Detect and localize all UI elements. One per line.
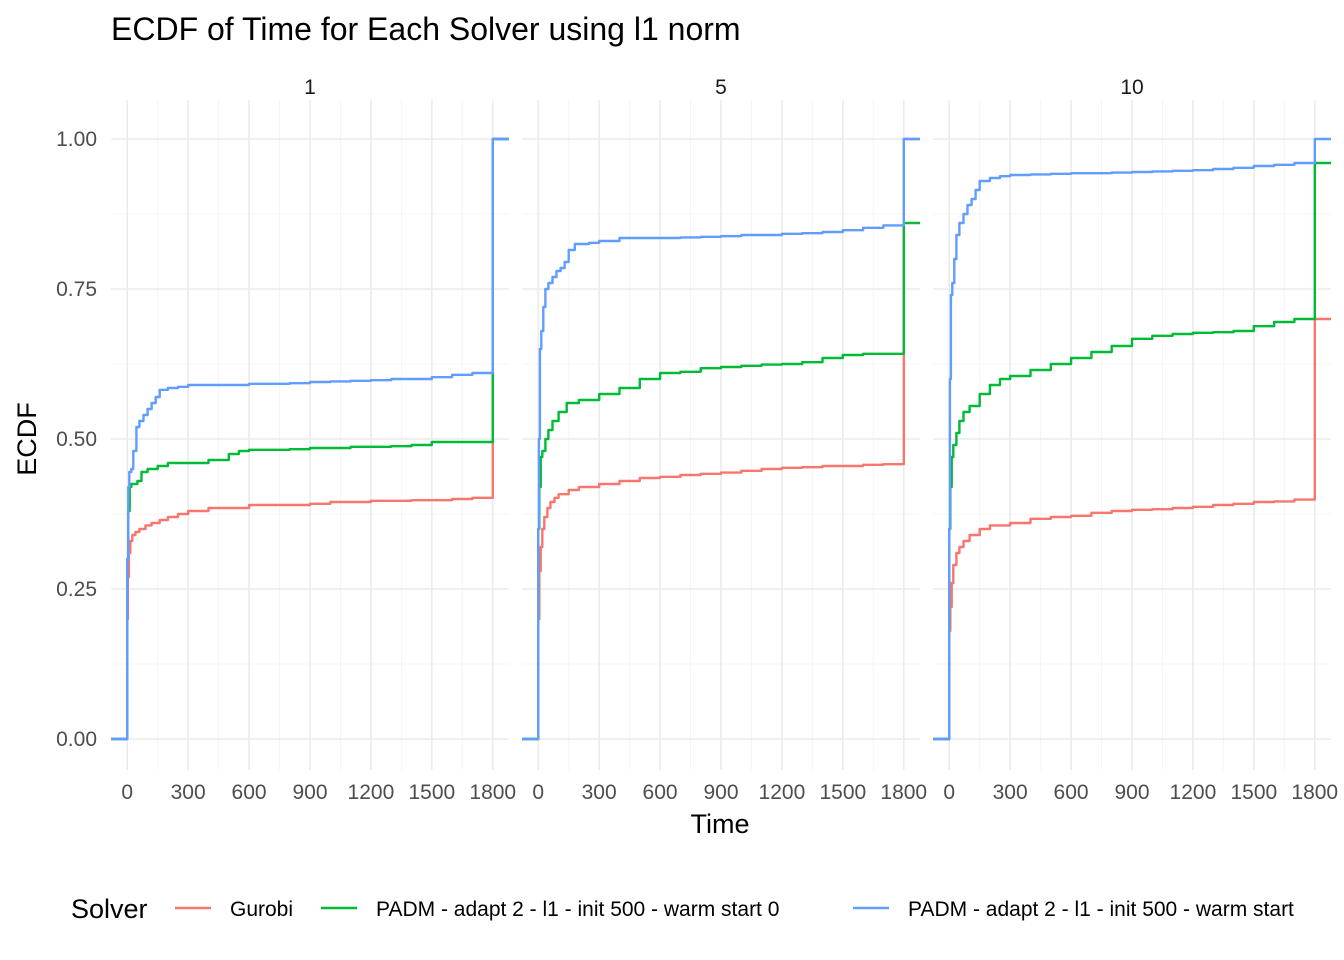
facet-label: 5: [715, 76, 727, 99]
x-tick-label: 900: [292, 781, 327, 804]
series-line: [522, 137, 920, 741]
x-tick-label: 1500: [408, 781, 455, 804]
y-tick-label: 0.75: [56, 278, 97, 301]
series-line: [933, 161, 1331, 741]
y-tick-label: 0.25: [56, 578, 97, 601]
series-line: [933, 317, 1331, 741]
series-line: [933, 137, 1331, 741]
y-axis-title: ECDF: [12, 402, 42, 476]
series-line: [111, 137, 509, 741]
facet-panel: 10 0 300 600 900 1200 1500 1800: [933, 76, 1338, 804]
x-tick-label: 1800: [1291, 781, 1338, 804]
x-tick-label: 1200: [759, 781, 806, 804]
series-line: [522, 221, 920, 741]
facet-panel: 1 0 300 600 900 1200 1500 1800: [111, 76, 516, 804]
series-line: [522, 137, 920, 741]
x-tick-label: 1200: [348, 781, 395, 804]
x-tick-label: 300: [171, 781, 206, 804]
y-tick-label: 0.50: [56, 428, 97, 451]
chart-title: ECDF of Time for Each Solver using l1 no…: [111, 11, 741, 47]
x-tick-label: 600: [1054, 781, 1089, 804]
x-tick-label: 1500: [819, 781, 866, 804]
x-tick-label: 900: [1114, 781, 1149, 804]
x-tick-label: 1500: [1230, 781, 1277, 804]
legend-label: PADM - adapt 2 - l1 - init 500 - warm st…: [376, 898, 779, 921]
x-tick-label: 300: [582, 781, 617, 804]
x-tick-label: 0: [943, 781, 955, 804]
facet-label: 10: [1120, 76, 1143, 99]
series-line: [111, 137, 509, 741]
facet-panel: 5 0 300 600 900 1200 1500 1800: [522, 76, 927, 804]
legend: Solver Gurobi PADM - adapt 2 - l1 - init …: [71, 894, 1294, 924]
x-tick-label: 600: [643, 781, 678, 804]
legend-label: PADM - adapt 2 - l1 - init 500 - warm st…: [908, 898, 1294, 921]
series-line: [111, 137, 509, 741]
x-tick-label: 600: [232, 781, 267, 804]
x-tick-label: 0: [532, 781, 544, 804]
y-tick-label: 1.00: [56, 128, 97, 151]
legend-title: Solver: [71, 894, 148, 924]
x-tick-label: 300: [993, 781, 1028, 804]
x-tick-label: 900: [703, 781, 738, 804]
x-tick-label: 1800: [880, 781, 927, 804]
x-tick-label: 1800: [469, 781, 516, 804]
x-tick-label: 1200: [1170, 781, 1217, 804]
legend-label: Gurobi: [230, 898, 293, 921]
x-axis-title: Time: [691, 809, 750, 839]
y-tick-label: 0.00: [56, 728, 97, 751]
x-tick-label: 0: [121, 781, 133, 804]
facet-label: 1: [304, 76, 316, 99]
